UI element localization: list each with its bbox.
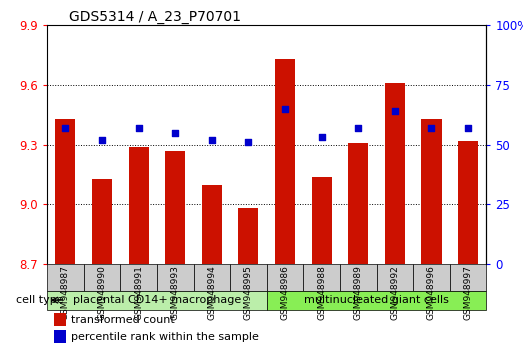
Bar <box>348 143 368 264</box>
Bar <box>120 264 157 291</box>
Text: GSM948995: GSM948995 <box>244 265 253 320</box>
Bar <box>267 264 303 291</box>
Text: GDS5314 / A_23_P70701: GDS5314 / A_23_P70701 <box>69 10 241 24</box>
Bar <box>54 330 66 343</box>
Bar <box>275 59 295 264</box>
Bar <box>47 291 267 310</box>
Text: GSM948986: GSM948986 <box>280 265 290 320</box>
Text: cell type: cell type <box>16 295 63 305</box>
Point <box>391 108 399 114</box>
Text: GSM948989: GSM948989 <box>354 265 363 320</box>
Text: GSM948997: GSM948997 <box>463 265 473 320</box>
Text: GSM948996: GSM948996 <box>427 265 436 320</box>
Point <box>354 125 362 131</box>
Bar <box>202 184 222 264</box>
Text: GSM948988: GSM948988 <box>317 265 326 320</box>
Bar <box>422 119 441 264</box>
Text: multinucleated giant cells: multinucleated giant cells <box>304 295 449 305</box>
Point <box>171 130 179 136</box>
Bar <box>458 141 478 264</box>
Bar <box>230 264 267 291</box>
Bar <box>194 264 230 291</box>
Bar <box>165 150 185 264</box>
Text: GSM948987: GSM948987 <box>61 265 70 320</box>
Bar <box>92 178 112 264</box>
Bar <box>47 264 84 291</box>
Bar <box>340 264 377 291</box>
Bar <box>377 264 413 291</box>
Bar <box>450 264 486 291</box>
Point <box>317 135 326 140</box>
Text: transformed count: transformed count <box>71 315 175 325</box>
Point <box>98 137 106 143</box>
Point <box>427 125 436 131</box>
Point <box>208 137 216 143</box>
Point <box>134 125 143 131</box>
Bar <box>157 264 194 291</box>
Bar <box>385 83 405 264</box>
Text: GSM948993: GSM948993 <box>170 265 180 320</box>
Point <box>281 106 289 112</box>
Bar <box>413 264 450 291</box>
Text: GSM948991: GSM948991 <box>134 265 143 320</box>
Text: GSM948990: GSM948990 <box>97 265 107 320</box>
Bar <box>267 291 486 310</box>
Text: GSM948992: GSM948992 <box>390 265 400 320</box>
Point <box>61 125 70 131</box>
Bar <box>238 209 258 264</box>
Text: percentile rank within the sample: percentile rank within the sample <box>71 332 259 342</box>
Text: GSM948994: GSM948994 <box>207 265 217 320</box>
Point <box>244 139 253 145</box>
Bar <box>303 264 340 291</box>
Text: placental CD14+ macrophage: placental CD14+ macrophage <box>73 295 241 305</box>
Bar <box>129 147 149 264</box>
Point <box>464 125 472 131</box>
Bar <box>55 119 75 264</box>
Bar <box>312 177 332 264</box>
Bar <box>54 313 66 326</box>
Bar <box>84 264 120 291</box>
